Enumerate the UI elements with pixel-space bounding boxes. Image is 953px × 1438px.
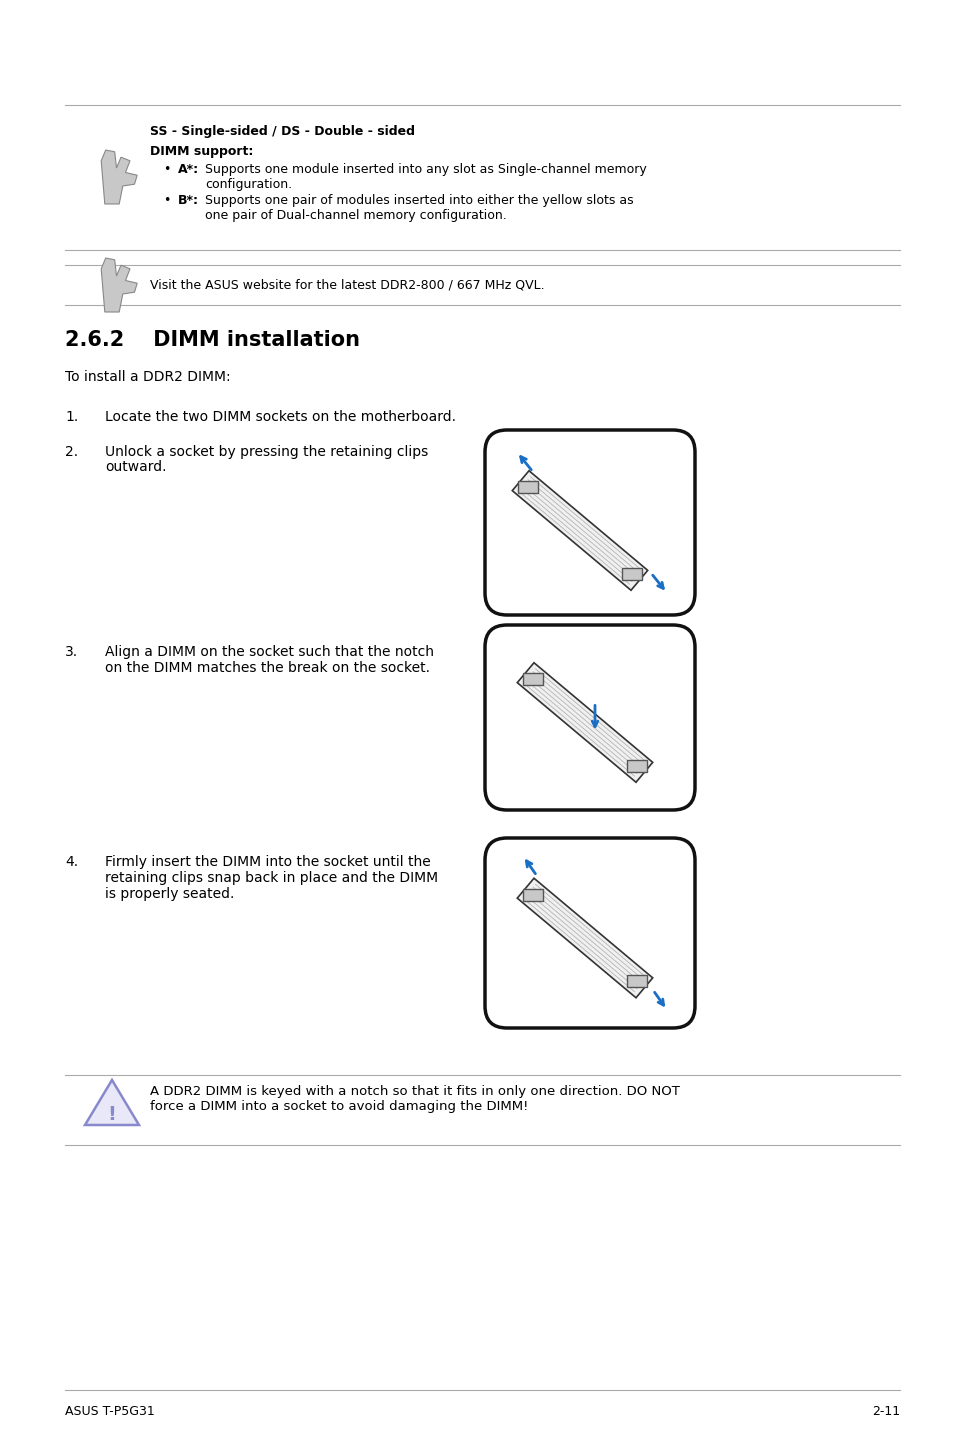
Polygon shape [512,470,647,590]
Text: Firmly insert the DIMM into the socket until the: Firmly insert the DIMM into the socket u… [105,856,431,869]
Text: !: ! [108,1104,116,1125]
Text: 2-11: 2-11 [871,1405,899,1418]
Polygon shape [101,257,137,312]
FancyBboxPatch shape [523,673,542,684]
FancyBboxPatch shape [484,430,695,615]
Text: force a DIMM into a socket to avoid damaging the DIMM!: force a DIMM into a socket to avoid dama… [150,1100,528,1113]
Text: ASUS T-P5G31: ASUS T-P5G31 [65,1405,154,1418]
Text: A DDR2 DIMM is keyed with a notch so that it fits in only one direction. DO NOT: A DDR2 DIMM is keyed with a notch so tha… [150,1086,679,1099]
Text: retaining clips snap back in place and the DIMM: retaining clips snap back in place and t… [105,871,437,884]
FancyBboxPatch shape [626,975,646,988]
Text: Align a DIMM on the socket such that the notch: Align a DIMM on the socket such that the… [105,646,434,659]
Text: one pair of Dual-channel memory configuration.: one pair of Dual-channel memory configur… [205,209,506,221]
Polygon shape [85,1080,139,1125]
Text: Visit the ASUS website for the latest DDR2-800 / 667 MHz QVL.: Visit the ASUS website for the latest DD… [150,278,544,290]
FancyBboxPatch shape [523,889,542,900]
Text: Unlock a socket by pressing the retaining clips: Unlock a socket by pressing the retainin… [105,444,428,459]
FancyBboxPatch shape [517,482,537,493]
FancyBboxPatch shape [621,568,641,580]
Text: •: • [163,162,171,175]
FancyBboxPatch shape [484,626,695,810]
Text: DIMM support:: DIMM support: [150,145,253,158]
Text: 3.: 3. [65,646,78,659]
Text: To install a DDR2 DIMM:: To install a DDR2 DIMM: [65,370,231,384]
Text: is properly seated.: is properly seated. [105,887,234,902]
Text: Supports one module inserted into any slot as Single-channel memory: Supports one module inserted into any sl… [205,162,646,175]
Text: •: • [163,194,171,207]
Polygon shape [101,150,137,204]
Polygon shape [517,663,652,782]
Text: B*:: B*: [178,194,199,207]
Text: SS - Single-sided / DS - Double - sided: SS - Single-sided / DS - Double - sided [150,125,415,138]
Text: 2.6.2    DIMM installation: 2.6.2 DIMM installation [65,329,359,349]
Text: Supports one pair of modules inserted into either the yellow slots as: Supports one pair of modules inserted in… [205,194,633,207]
Text: 4.: 4. [65,856,78,869]
Text: A*:: A*: [178,162,199,175]
Text: on the DIMM matches the break on the socket.: on the DIMM matches the break on the soc… [105,661,430,674]
FancyBboxPatch shape [626,759,646,772]
Polygon shape [517,879,652,998]
Text: configuration.: configuration. [205,178,292,191]
Text: 1.: 1. [65,410,78,424]
Text: Locate the two DIMM sockets on the motherboard.: Locate the two DIMM sockets on the mothe… [105,410,456,424]
Text: 2.: 2. [65,444,78,459]
Text: outward.: outward. [105,460,167,475]
FancyBboxPatch shape [484,838,695,1028]
